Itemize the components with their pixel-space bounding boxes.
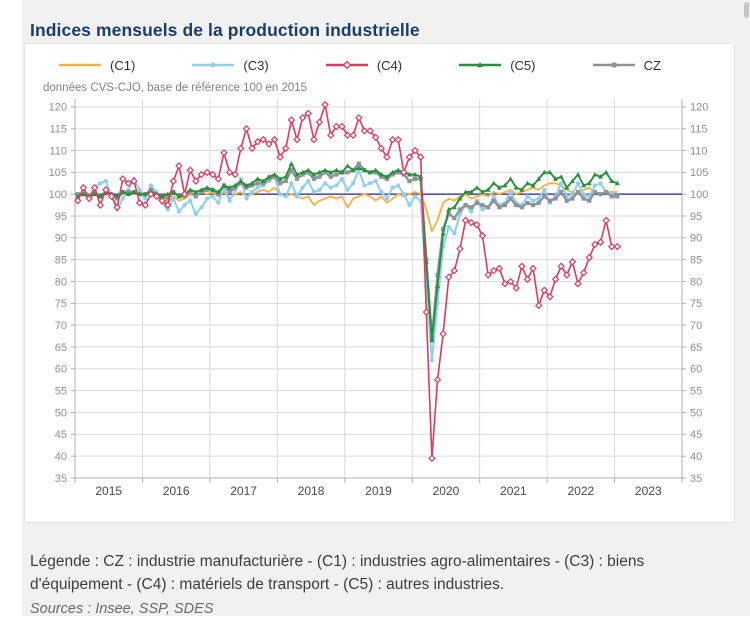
legend-marker-c3-icon [192, 62, 235, 68]
svg-text:45: 45 [690, 429, 702, 441]
svg-text:50: 50 [690, 407, 702, 419]
x-axis-labels: 2015 2016 2017 2018 2019 2020 2021 2022 2023 [74, 478, 683, 498]
legend-item-c4[interactable]: (C4) [324, 58, 457, 73]
svg-text:65: 65 [55, 342, 67, 354]
svg-text:110: 110 [49, 145, 67, 157]
chart-plot: 35 35 40 40 45 45 50 50 55 55 60 60 65 65 70 70 75 75 80 80… [49, 99, 709, 498]
legend-label-c4: (C4) [376, 57, 403, 73]
legend-item-c1[interactable]: (C1) [57, 58, 190, 73]
series-c5 [75, 161, 620, 343]
svg-text:55: 55 [690, 386, 702, 398]
grid-lines [75, 99, 682, 478]
svg-text:70: 70 [55, 320, 67, 332]
svg-text:35: 35 [55, 473, 67, 485]
svg-text:100: 100 [49, 189, 67, 201]
svg-text:90: 90 [690, 233, 702, 245]
svg-text:55: 55 [55, 386, 67, 398]
svg-text:95: 95 [55, 211, 67, 223]
svg-text:2016: 2016 [163, 484, 190, 498]
svg-text:110: 110 [690, 145, 708, 157]
svg-text:90: 90 [55, 233, 67, 245]
svg-text:95: 95 [690, 211, 702, 223]
svg-text:105: 105 [49, 167, 67, 179]
scrollbar-thumb[interactable] [744, 2, 749, 18]
legend-marker-c5-icon [459, 62, 502, 68]
svg-text:2017: 2017 [230, 484, 257, 498]
svg-text:2018: 2018 [298, 484, 325, 498]
svg-text:105: 105 [690, 167, 708, 179]
series-c4 [74, 100, 622, 463]
svg-text:65: 65 [690, 342, 702, 354]
legend-label-c1: (C1) [110, 57, 136, 73]
svg-text:120: 120 [49, 102, 67, 114]
svg-text:2015: 2015 [95, 484, 122, 498]
legend-label-c3: (C3) [243, 57, 269, 73]
legend-marker-c4-icon [325, 60, 368, 70]
chart-subtitle: données CVS-CJO, base de référence 100 e… [43, 82, 308, 94]
y-axis-labels: 35 35 40 40 45 45 50 50 55 55 60 60 65 65 70 70 75 75 80 80… [49, 102, 709, 485]
svg-text:115: 115 [690, 124, 708, 136]
legend-item-c5[interactable]: (C5) [457, 58, 590, 73]
svg-text:2020: 2020 [433, 484, 460, 498]
svg-text:70: 70 [690, 320, 702, 332]
legend-item-c3[interactable]: (C3) [190, 58, 323, 73]
svg-text:40: 40 [690, 451, 702, 463]
svg-text:85: 85 [55, 255, 67, 267]
svg-text:50: 50 [55, 407, 67, 419]
legend-item-cz[interactable]: CZ [591, 58, 724, 73]
svg-text:35: 35 [690, 473, 702, 485]
svg-text:60: 60 [55, 364, 67, 376]
svg-text:75: 75 [55, 298, 67, 310]
series-c3 [75, 168, 620, 363]
svg-text:75: 75 [690, 298, 702, 310]
svg-text:80: 80 [55, 276, 67, 288]
svg-text:2023: 2023 [635, 484, 662, 498]
series-description: Légende : CZ : industrie manufacturière … [30, 552, 645, 593]
legend-marker-cz-icon [592, 62, 635, 68]
svg-text:120: 120 [690, 102, 708, 114]
legend-marker-c1-icon [59, 63, 101, 67]
svg-text:2022: 2022 [567, 484, 594, 498]
svg-text:100: 100 [690, 189, 708, 201]
chart-card: (C1) (C3) (C4) (C5) CZ données CVS-CJO, … [24, 43, 735, 523]
legend-label-cz: CZ [643, 57, 661, 73]
axes [74, 99, 683, 479]
svg-text:45: 45 [55, 429, 67, 441]
svg-text:80: 80 [690, 276, 702, 288]
page-title: Indices mensuels de la production indust… [30, 19, 420, 40]
chart-legend: (C1) (C3) (C4) (C5) CZ [57, 53, 724, 77]
svg-text:60: 60 [690, 364, 702, 376]
svg-text:2019: 2019 [365, 484, 392, 498]
svg-text:40: 40 [55, 451, 67, 463]
svg-text:2021: 2021 [500, 484, 527, 498]
sources-note: Sources : Insee, SSP, SDES [30, 600, 214, 617]
svg-text:115: 115 [49, 124, 67, 136]
legend-label-c5: (C5) [510, 57, 536, 73]
svg-text:85: 85 [690, 255, 702, 267]
